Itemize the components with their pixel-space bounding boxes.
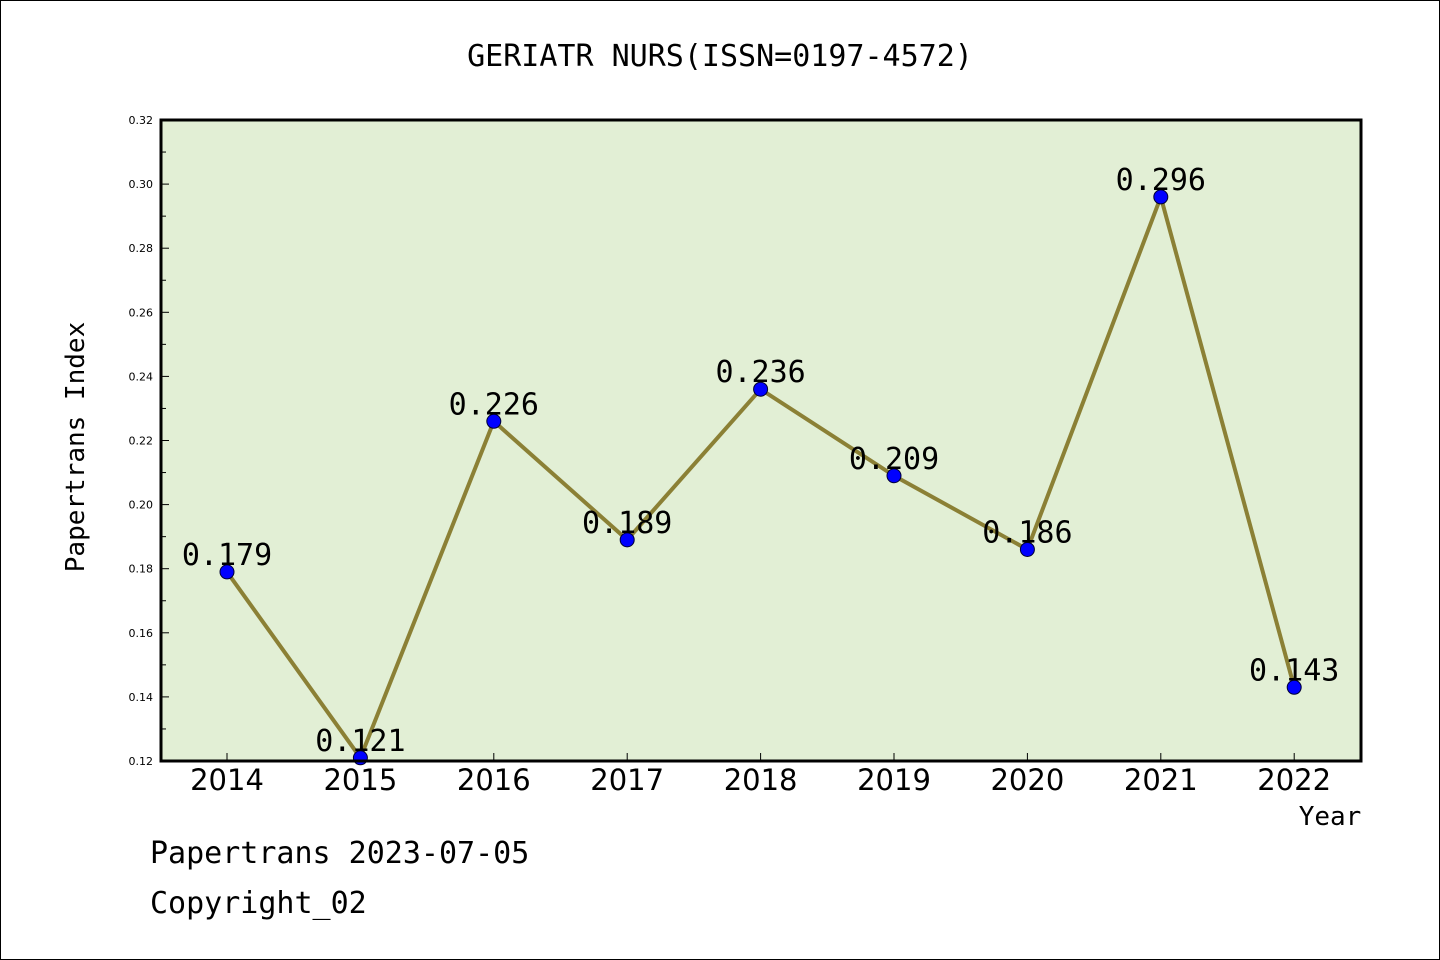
x-tick-label: 2016 (457, 763, 531, 797)
data-label: 0.189 (582, 506, 672, 541)
x-tick-label: 2018 (724, 763, 798, 797)
data-label: 0.179 (182, 538, 272, 573)
x-axis: 2014 2015 2016 2017 2018 2019 2020 2021 2022 (190, 753, 1331, 797)
data-point (619, 532, 635, 548)
y-tick-label: 0.24 (129, 370, 154, 383)
y-tick-label: 0.28 (129, 242, 154, 255)
y-tick-label: 0.18 (129, 563, 154, 576)
data-label: 0.226 (449, 387, 539, 422)
data-point (486, 413, 502, 429)
data-point (219, 564, 235, 580)
data-label: 0.186 (982, 515, 1072, 550)
x-tick-label: 2020 (990, 763, 1064, 797)
y-axis-label: Papertrans Index (61, 322, 91, 572)
chart-title: GERIATR NURS(ISSN=0197-4572) (467, 39, 973, 74)
data-labels: 0.179 0.121 0.226 0.189 0.236 0.209 0.186 0.296… (182, 163, 1340, 759)
data-point (1286, 679, 1302, 695)
data-markers (219, 189, 1302, 766)
data-label: 0.296 (1116, 163, 1206, 198)
y-tick-label: 0.30 (129, 178, 154, 191)
x-tick-label: 2021 (1124, 763, 1198, 797)
y-tick-label: 0.12 (129, 755, 154, 768)
y-tick-label: 0.32 (129, 114, 154, 127)
x-tick-label: 2017 (590, 763, 664, 797)
data-label: 0.236 (715, 355, 805, 390)
data-label: 0.121 (315, 724, 405, 759)
x-axis-label: Year (1299, 802, 1362, 832)
plot-area (161, 120, 1361, 761)
data-point (1019, 541, 1035, 557)
data-label: 0.143 (1249, 653, 1339, 688)
footer-date: Papertrans 2023-07-05 (150, 836, 529, 871)
y-tick-label: 0.20 (129, 499, 154, 512)
x-tick-label: 2019 (857, 763, 931, 797)
data-point (1153, 189, 1169, 205)
data-point (886, 468, 902, 484)
y-tick-label: 0.14 (129, 691, 154, 704)
footer-copyright: Copyright_02 (150, 886, 367, 921)
y-tick-label: 0.22 (129, 435, 154, 448)
y-tick-label: 0.26 (129, 306, 154, 319)
plot-border (159, 118, 1363, 763)
x-tick-label: 2022 (1257, 763, 1331, 797)
data-point (753, 381, 769, 397)
y-tick-label: 0.16 (129, 627, 154, 640)
data-label: 0.209 (849, 442, 939, 477)
x-tick-label: 2014 (190, 763, 264, 797)
x-tick-label: 2015 (323, 763, 397, 797)
